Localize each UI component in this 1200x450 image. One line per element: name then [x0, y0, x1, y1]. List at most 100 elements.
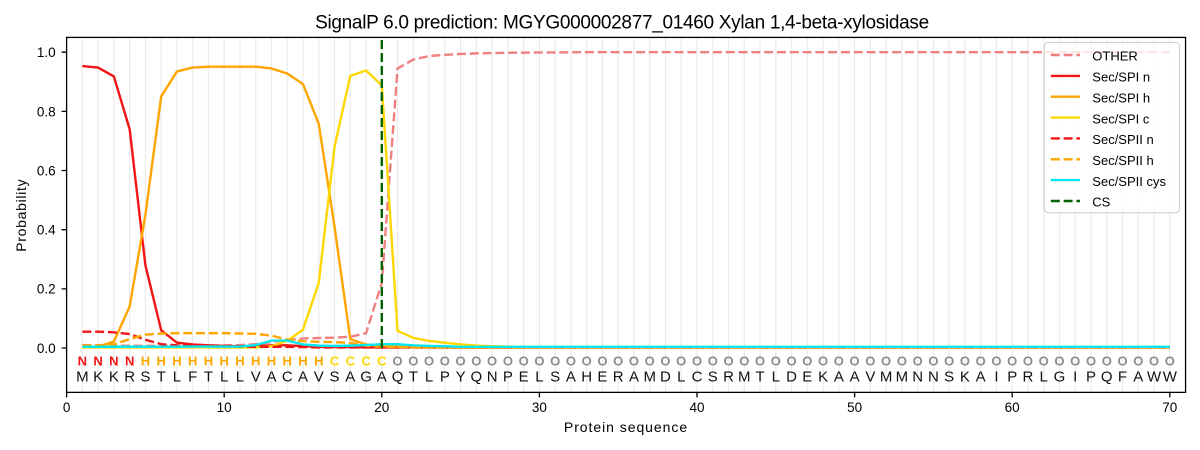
- svg-text:N: N: [928, 368, 939, 385]
- svg-text:H: H: [141, 353, 150, 368]
- svg-text:Y: Y: [456, 368, 466, 385]
- svg-text:O: O: [850, 353, 860, 368]
- svg-text:O: O: [1023, 353, 1033, 368]
- svg-text:O: O: [1117, 353, 1127, 368]
- svg-text:0: 0: [63, 400, 71, 415]
- svg-text:O: O: [723, 353, 733, 368]
- svg-text:O: O: [597, 353, 607, 368]
- svg-text:Q: Q: [471, 368, 483, 385]
- svg-text:CS: CS: [1092, 195, 1110, 210]
- svg-text:O: O: [960, 353, 970, 368]
- svg-text:Q: Q: [1101, 368, 1113, 385]
- svg-text:E: E: [802, 368, 812, 385]
- svg-text:O: O: [645, 353, 655, 368]
- svg-text:W: W: [1147, 368, 1162, 385]
- svg-text:O: O: [755, 353, 765, 368]
- svg-text:0.2: 0.2: [37, 282, 56, 297]
- svg-text:A: A: [834, 368, 844, 385]
- svg-text:H: H: [204, 353, 213, 368]
- svg-text:O: O: [1070, 353, 1080, 368]
- svg-text:Sec/SPII n: Sec/SPII n: [1092, 132, 1153, 147]
- svg-text:O: O: [771, 353, 781, 368]
- svg-text:0.8: 0.8: [37, 104, 56, 119]
- svg-text:N: N: [912, 368, 923, 385]
- svg-text:A: A: [850, 368, 860, 385]
- svg-text:A: A: [377, 368, 387, 385]
- svg-text:H: H: [188, 353, 197, 368]
- svg-text:O: O: [1054, 353, 1064, 368]
- svg-text:O: O: [944, 353, 954, 368]
- svg-text:A: A: [298, 368, 308, 385]
- svg-text:OTHER: OTHER: [1092, 49, 1138, 64]
- svg-text:O: O: [708, 353, 718, 368]
- svg-text:D: D: [660, 368, 671, 385]
- svg-text:N: N: [487, 368, 498, 385]
- svg-text:H: H: [156, 353, 165, 368]
- svg-text:A: A: [629, 368, 639, 385]
- svg-text:SignalP 6.0 prediction: MGYG00: SignalP 6.0 prediction: MGYG000002877_01…: [315, 12, 929, 33]
- svg-text:F: F: [1118, 368, 1127, 385]
- svg-text:Sec/SPI n: Sec/SPI n: [1092, 70, 1150, 85]
- svg-text:H: H: [235, 353, 244, 368]
- svg-text:0.4: 0.4: [37, 223, 56, 238]
- svg-text:O: O: [1007, 353, 1017, 368]
- svg-text:V: V: [251, 368, 261, 385]
- svg-text:L: L: [220, 368, 228, 385]
- svg-text:L: L: [772, 368, 780, 385]
- svg-text:O: O: [440, 353, 450, 368]
- svg-text:O: O: [487, 353, 497, 368]
- svg-text:N: N: [93, 353, 102, 368]
- svg-text:20: 20: [374, 400, 389, 415]
- svg-text:L: L: [173, 368, 181, 385]
- svg-text:E: E: [597, 368, 607, 385]
- svg-text:S: S: [708, 368, 718, 385]
- svg-text:O: O: [991, 353, 1001, 368]
- svg-text:O: O: [471, 353, 481, 368]
- svg-text:K: K: [818, 368, 828, 385]
- svg-text:O: O: [865, 353, 875, 368]
- svg-text:S: S: [944, 368, 954, 385]
- svg-text:D: D: [786, 368, 797, 385]
- svg-text:30: 30: [532, 400, 547, 415]
- svg-text:O: O: [834, 353, 844, 368]
- svg-text:R: R: [613, 368, 624, 385]
- svg-text:O: O: [1165, 353, 1175, 368]
- svg-text:O: O: [408, 353, 418, 368]
- svg-text:H: H: [251, 353, 260, 368]
- svg-text:O: O: [1133, 353, 1143, 368]
- svg-text:T: T: [755, 368, 764, 385]
- svg-text:O: O: [818, 353, 828, 368]
- svg-text:O: O: [503, 353, 513, 368]
- svg-text:P: P: [503, 368, 513, 385]
- svg-text:V: V: [314, 368, 324, 385]
- svg-text:H: H: [283, 353, 292, 368]
- svg-text:L: L: [425, 368, 433, 385]
- svg-text:H: H: [581, 368, 592, 385]
- svg-text:K: K: [109, 368, 119, 385]
- svg-text:O: O: [913, 353, 923, 368]
- svg-text:0.0: 0.0: [37, 341, 56, 356]
- svg-text:S: S: [330, 368, 340, 385]
- svg-text:P: P: [1007, 368, 1017, 385]
- svg-text:C: C: [377, 353, 387, 368]
- svg-text:O: O: [881, 353, 891, 368]
- svg-text:S: S: [140, 368, 150, 385]
- svg-text:E: E: [519, 368, 529, 385]
- svg-text:C: C: [346, 353, 356, 368]
- svg-text:N: N: [78, 353, 87, 368]
- svg-text:I: I: [994, 368, 998, 385]
- svg-text:Sec/SPI h: Sec/SPI h: [1092, 90, 1150, 105]
- svg-text:A: A: [345, 368, 355, 385]
- svg-text:R: R: [723, 368, 734, 385]
- svg-text:40: 40: [689, 400, 704, 415]
- svg-text:O: O: [582, 353, 592, 368]
- svg-text:Protein sequence: Protein sequence: [564, 419, 688, 435]
- svg-text:L: L: [677, 368, 685, 385]
- svg-text:O: O: [1086, 353, 1096, 368]
- svg-text:K: K: [93, 368, 103, 385]
- svg-text:O: O: [534, 353, 544, 368]
- svg-text:50: 50: [847, 400, 862, 415]
- svg-text:O: O: [519, 353, 529, 368]
- svg-text:H: H: [314, 353, 323, 368]
- svg-text:O: O: [692, 353, 702, 368]
